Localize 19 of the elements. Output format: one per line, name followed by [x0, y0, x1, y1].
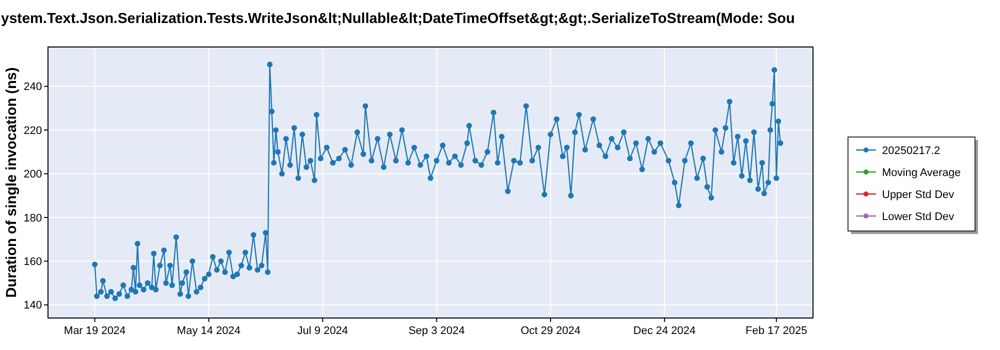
x-tick-label: Jul 9 2024 — [297, 325, 348, 337]
y-tick-label: 140 — [24, 300, 42, 312]
x-tick-label: Dec 24 2024 — [633, 325, 696, 337]
legend-label: Upper Std Dev — [882, 188, 955, 201]
y-tick-label: 240 — [24, 81, 42, 94]
legend-label: Moving Average — [882, 166, 961, 179]
x-tick-label: Sep 3 2024 — [408, 325, 465, 337]
x-tick-label: Mar 19 2024 — [64, 325, 126, 337]
y-axis-title: Duration of single invocation (ns) — [4, 67, 20, 298]
y-tick-label: 160 — [24, 256, 42, 268]
x-tick-label: Feb 17 2025 — [745, 325, 808, 337]
y-tick-label: 200 — [24, 168, 42, 181]
legend-label: 20250217.2 — [882, 144, 940, 157]
y-tick-label: 220 — [24, 124, 42, 137]
y-tick-label: 180 — [24, 212, 42, 224]
x-tick-label: Oct 29 2024 — [520, 325, 581, 337]
x-tick-label: May 14 2024 — [176, 325, 241, 337]
chart-title: ystem.Text.Json.Serialization.Tests.WriteJson&lt;Nullable&lt;DateTimeOffset&gt;&gt;.SerializeToStream(Mode: Sou — [1, 11, 795, 27]
legend-label: Lower Std Dev — [882, 210, 955, 223]
